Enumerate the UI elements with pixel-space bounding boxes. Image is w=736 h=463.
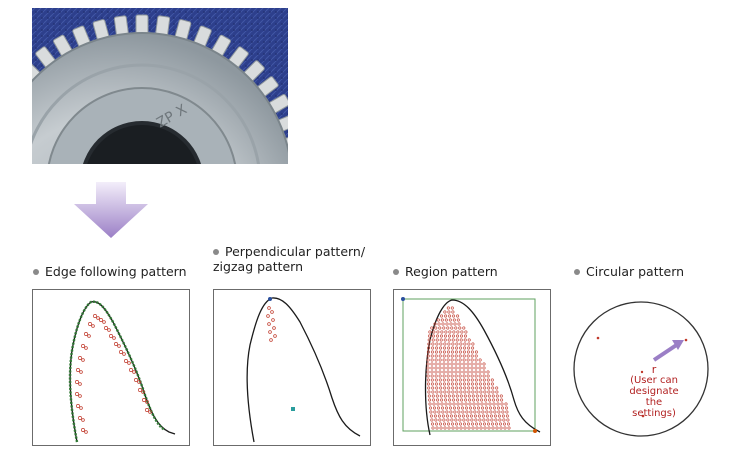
down-arrow-icon xyxy=(74,182,148,238)
edge-following-label: Edge following pattern xyxy=(33,264,187,279)
perpendicular-label: Perpendicular pattern/ zigzag pattern xyxy=(213,244,366,274)
region-panel xyxy=(393,289,551,446)
gear-photo: ZP X xyxy=(32,8,288,164)
radius-arrow-icon xyxy=(672,340,684,350)
radius-label: r (User can designate the settings) xyxy=(629,363,679,419)
teal-marker xyxy=(291,407,295,411)
region-end-point xyxy=(533,429,537,433)
region-start-point xyxy=(401,297,405,301)
region-label: Region pattern xyxy=(393,264,498,279)
bullet-icon xyxy=(574,268,580,275)
bullet-icon xyxy=(33,268,39,275)
start-point xyxy=(268,297,272,301)
bullet-icon xyxy=(393,268,399,275)
circular-label: Circular pattern xyxy=(574,264,684,279)
bullet-icon xyxy=(213,248,219,255)
edge-following-panel xyxy=(32,289,190,446)
perpendicular-panel xyxy=(213,289,371,446)
circular-panel: r (User can designate the settings) xyxy=(572,296,710,442)
